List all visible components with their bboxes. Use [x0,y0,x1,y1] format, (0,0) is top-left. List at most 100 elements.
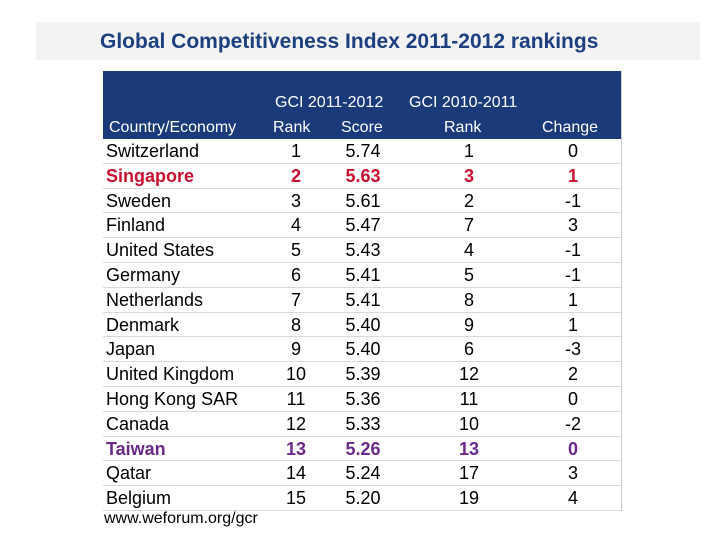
score-cell: 5.43 [345,240,381,261]
country-cell: Sweden [106,190,172,211]
score-cell: 5.20 [345,488,381,509]
table-row: Denmark 8 5.40 9 1 [103,313,621,338]
score-cell: 5.47 [345,215,381,236]
prev-rank-cell: 1 [463,141,474,161]
prev-rank-cell: 13 [458,438,480,459]
score-cell: 5.41 [345,264,381,285]
score-cell: 5.24 [345,463,381,484]
rank-cell: 6 [290,264,301,285]
change-cell: 0 [567,141,578,161]
prev-rank-cell: 11 [459,388,479,409]
table-row: Switzerland 1 5.74 1 0 [103,139,621,164]
country-cell: Germany [106,264,181,285]
prev-rank-cell: 6 [463,339,474,360]
rank-cell: 2 [290,165,301,186]
change-cell: 3 [567,463,578,484]
source-note: www.weforum.org/gcr [104,510,258,527]
country-cell: Belgium [106,488,172,509]
country-cell: Canada [106,413,170,434]
country-cell: Japan [106,339,156,360]
prev-rank-cell: 5 [463,264,474,285]
rank-cell: 11 [286,388,306,409]
header-change: Change [542,119,599,136]
change-cell: 3 [567,215,578,236]
table-row: Germany 6 5.41 5 -1 [103,263,621,288]
rankings-table: GCI 2011-2012 GCI 2010-2011 Country/Econ… [103,71,622,511]
prev-rank-cell: 8 [463,289,474,310]
country-cell: Denmark [106,314,180,335]
score-cell: 5.41 [345,289,381,310]
country-cell: Netherlands [106,289,204,310]
header-prev-rank: Rank [444,119,482,136]
table-row: Sweden 3 5.61 2 -1 [103,189,621,214]
score-cell: 5.39 [345,364,381,385]
country-cell: Hong Kong SAR [106,388,239,409]
rank-cell: 8 [290,314,301,335]
change-cell: 0 [567,438,578,459]
score-cell: 5.40 [345,339,381,360]
score-cell: 5.40 [345,314,381,335]
change-cell: 2 [567,364,578,385]
country-cell: Qatar [106,463,152,484]
change-cell: 1 [567,289,578,310]
rank-cell: 1 [290,141,301,161]
table-row: Finland 4 5.47 7 3 [103,213,621,238]
change-cell: -1 [564,264,581,285]
country-cell: Finland [106,215,166,236]
table-header: GCI 2011-2012 GCI 2010-2011 Country/Econ… [103,71,621,139]
table-row: Netherlands 7 5.41 8 1 [103,288,621,313]
prev-rank-cell: 12 [458,364,480,385]
change-cell: 4 [567,488,578,509]
score-cell: 5.61 [345,190,381,211]
table-body: Switzerland 1 5.74 1 0 Singapore 2 5.63 3 1 Sweden… [103,139,621,511]
change-cell: -1 [564,240,581,261]
title-band [36,22,700,60]
header-rank: Rank [273,119,311,136]
country-cell: Switzerland [106,141,200,161]
score-cell: 5.36 [345,388,381,409]
rank-cell: 12 [285,413,307,434]
country-cell: Singapore [106,165,195,186]
chart-title: Global Competitiveness Index 2011-2012 r… [100,30,599,53]
score-cell: 5.74 [345,141,381,161]
table-row: Japan 9 5.40 6 -3 [103,337,621,362]
table-row: Taiwan 13 5.26 13 0 [103,437,621,462]
change-cell: 1 [567,314,578,335]
change-cell: 1 [567,165,578,186]
change-cell: 0 [567,388,578,409]
rank-cell: 9 [290,339,301,360]
rank-cell: 10 [285,364,307,385]
rank-cell: 3 [290,190,301,211]
rank-cell: 4 [290,215,301,236]
table-row: Hong Kong SAR 11 5.36 11 0 [103,387,621,412]
table-row: United States 5 5.43 4 -1 [103,238,621,263]
change-cell: -3 [564,339,581,360]
prev-rank-cell: 9 [463,314,474,335]
country-cell: United States [106,240,215,261]
header-score: Score [341,119,383,136]
table-row: Singapore 2 5.63 3 1 [103,164,621,189]
change-cell: -2 [564,413,581,434]
prev-rank-cell: 3 [463,165,474,186]
header-gci-2010-group: GCI 2010-2011 [409,94,518,111]
score-cell: 5.63 [345,165,381,186]
prev-rank-cell: 17 [458,463,480,484]
table-row: Belgium 15 5.20 19 4 [103,486,621,511]
header-gci-2011-group: GCI 2011-2012 [275,94,384,111]
score-cell: 5.26 [345,438,381,459]
prev-rank-cell: 10 [458,413,480,434]
table-row: Canada 12 5.33 10 -2 [103,412,621,437]
rank-cell: 14 [285,463,307,484]
prev-rank-cell: 2 [463,190,474,211]
rank-cell: 15 [285,488,307,509]
rank-cell: 5 [290,240,301,261]
table-row: Qatar 14 5.24 17 3 [103,461,621,486]
prev-rank-cell: 7 [463,215,474,236]
table-row: United Kingdom 10 5.39 12 2 [103,362,621,387]
score-cell: 5.33 [345,413,381,434]
rank-cell: 7 [290,289,301,310]
country-cell: Taiwan [106,438,166,459]
change-cell: -1 [564,190,581,211]
prev-rank-cell: 4 [463,240,474,261]
country-cell: United Kingdom [106,364,235,385]
